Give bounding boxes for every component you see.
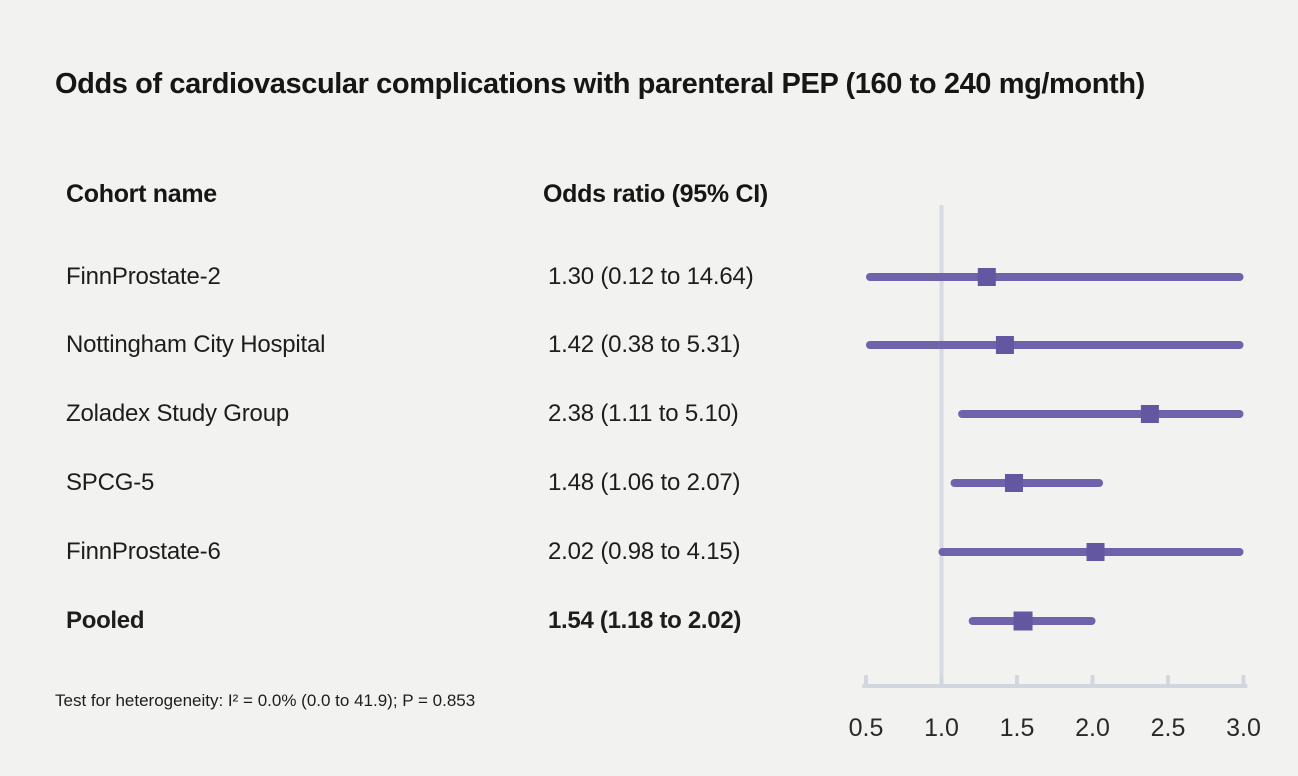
row-cohort-name: FinnProstate-2	[66, 263, 221, 290]
row-cohort-name: Pooled	[66, 607, 145, 634]
estimate-marker	[1140, 405, 1159, 423]
pooled-marker	[1013, 611, 1033, 631]
column-header-odds-ratio: Odds ratio (95% CI)	[543, 180, 768, 208]
x-axis-tick-label: 1.0	[924, 714, 959, 742]
row-odds-ratio-text: 2.38 (1.11 to 5.10)	[548, 400, 739, 427]
row-cohort-name: Nottingham City Hospital	[66, 331, 326, 358]
x-axis-tick	[939, 675, 944, 686]
estimate-marker	[1004, 474, 1023, 492]
ci-bar	[866, 273, 1244, 281]
row-odds-ratio-text: 2.02 (0.98 to 4.15)	[548, 538, 741, 565]
heterogeneity-footnote: Test for heterogeneity: I² = 0.0% (0.0 t…	[55, 691, 476, 710]
x-axis-tick	[1241, 675, 1246, 686]
row-cohort-name: Zoladex Study Group	[66, 400, 289, 427]
ci-bar	[866, 341, 1244, 349]
estimate-marker	[995, 336, 1014, 354]
ci-bar	[958, 410, 1244, 418]
chart-title: Odds of cardiovascular complications wit…	[55, 68, 1145, 100]
x-axis-tick-label: 3.0	[1226, 714, 1261, 742]
x-axis-tick	[1015, 675, 1019, 686]
estimate-marker	[977, 268, 996, 286]
x-axis-tick	[1166, 675, 1170, 686]
estimate-marker	[1086, 543, 1105, 561]
x-axis-tick-label: 2.5	[1151, 714, 1186, 742]
ci-bar	[950, 479, 1104, 487]
row-cohort-name: SPCG-5	[66, 469, 155, 496]
row-odds-ratio-text: 1.30 (0.12 to 14.64)	[548, 263, 754, 290]
row-cohort-name: FinnProstate-6	[66, 538, 221, 565]
x-axis-tick	[864, 675, 868, 686]
x-axis-tick-label: 2.0	[1075, 714, 1110, 742]
column-header-cohort: Cohort name	[66, 180, 217, 208]
x-axis-tick-label: 0.5	[849, 714, 884, 742]
reference-line	[939, 205, 944, 688]
x-axis-tick-label: 1.5	[1000, 714, 1035, 742]
x-axis-tick	[1090, 675, 1095, 686]
row-odds-ratio-text: 1.48 (1.06 to 2.07)	[548, 469, 741, 496]
row-odds-ratio-text: 1.54 (1.18 to 2.02)	[548, 607, 742, 634]
x-axis-line	[862, 684, 1248, 688]
row-odds-ratio-text: 1.42 (0.38 to 5.31)	[548, 331, 741, 358]
